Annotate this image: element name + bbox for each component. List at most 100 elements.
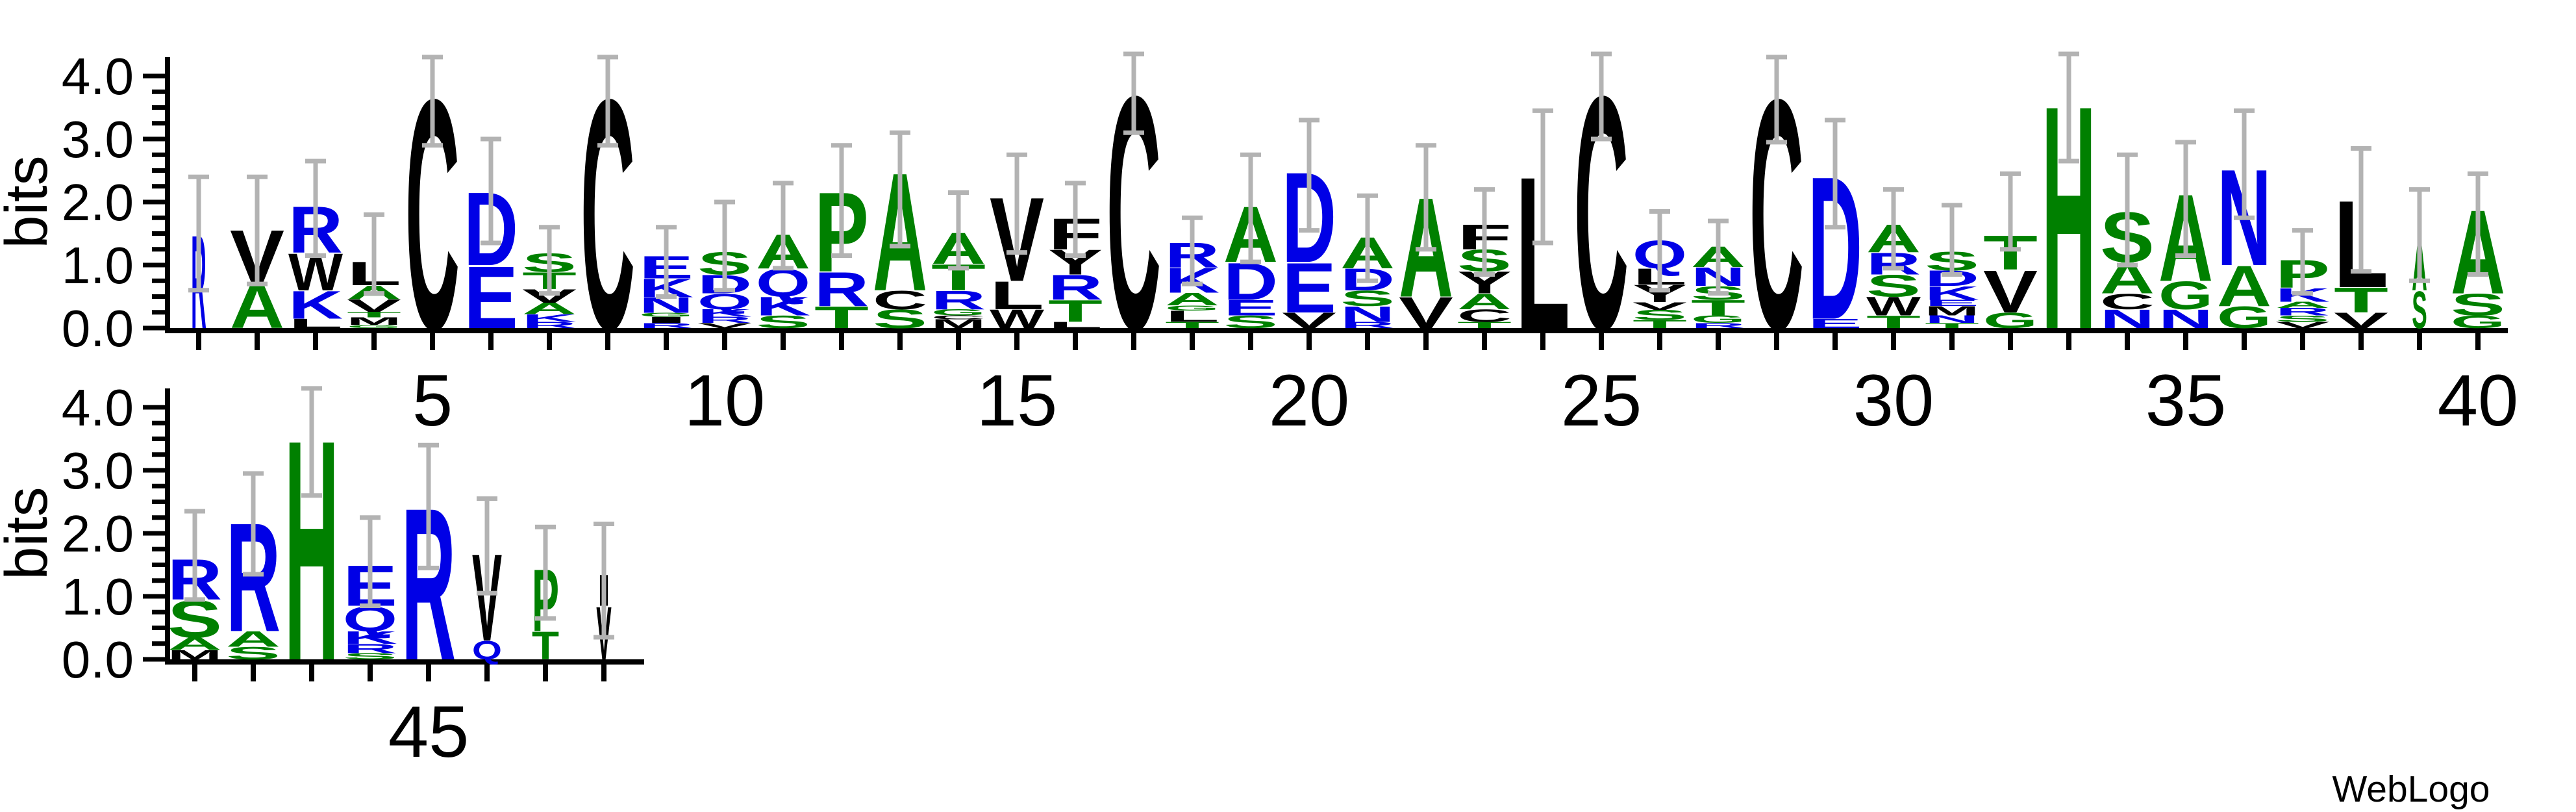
residue-S-pos-39: S [2412, 281, 2427, 340]
residue-R-pos-44: R [343, 641, 397, 656]
residue-G-pos-35: G [2158, 273, 2213, 318]
residue-R-pos-21: R [1340, 320, 1395, 330]
residue-V-pos-37: V [2275, 320, 2330, 330]
residue-I-pos-9: I [639, 315, 694, 325]
residue-L-pos-3: L [288, 316, 343, 331]
residue-G-pos-36: G [2217, 299, 2271, 335]
residue-E-pos-29: E [1808, 316, 1862, 331]
y-tick-label: 3.0 [62, 110, 134, 168]
residue-T-pos-47: T [532, 623, 559, 668]
residue-N-pos-34: N [2100, 304, 2155, 334]
residue-G-pos-14: G [931, 307, 986, 317]
residue-L-pos-18: L [1165, 307, 1219, 325]
residue-V-pos-32: V [1983, 259, 2038, 325]
residue-A-pos-7: A [522, 299, 577, 317]
residue-T-pos-38: T [2334, 281, 2388, 320]
residue-N-pos-21: N [1340, 302, 1395, 327]
residue-T-pos-16: T [1048, 294, 1103, 328]
residue-V-pos-26: V [1632, 300, 1687, 312]
residue-T-pos-23: T [1457, 320, 1512, 330]
residue-K-pos-31: K [1925, 282, 1979, 304]
y-tick-label: 4.0 [62, 379, 134, 437]
residue-C-pos-23: C [1457, 306, 1512, 325]
residue-S-pos-26: S [1632, 307, 1687, 323]
residue-N-pos-31: N [1925, 313, 1979, 325]
residue-S-pos-13: S [873, 304, 927, 334]
residue-C-pos-13: C [873, 285, 927, 315]
residue-A-pos-42: A [226, 627, 281, 652]
residue-G-pos-40: G [2451, 312, 2505, 332]
y-tick-label: 0.0 [62, 299, 134, 357]
residue-C-pos-34: C [2100, 289, 2155, 314]
x-tick-label-20: 20 [1269, 360, 1350, 441]
y-tick-label: 4.0 [62, 47, 134, 105]
residue-G-pos-18: G [1165, 304, 1219, 312]
residue-V-pos-22: V [1399, 288, 1453, 338]
residue-G-pos-4: G [347, 324, 401, 329]
residue-M-pos-4: M [347, 316, 401, 327]
residue-G-pos-32: G [1983, 308, 2038, 333]
residue-S-pos-30: S [1866, 269, 1921, 303]
residue-R-pos-9: R [639, 322, 694, 329]
residue-T-pos-4: T [347, 310, 401, 319]
y-axis-title: bits [0, 155, 60, 248]
residue-K-pos-7: K [522, 312, 577, 324]
x-tick-label-35: 35 [2145, 360, 2227, 441]
residue-A-pos-23: A [1457, 289, 1512, 314]
residue-C-pos-14: C [931, 314, 986, 320]
x-tick-label-30: 30 [1853, 360, 1934, 441]
residue-L-pos-15: L [990, 273, 1044, 318]
x-tick-label-15: 15 [977, 360, 1058, 441]
residue-A-pos-37: A [2275, 300, 2330, 310]
residue-K-pos-11: K [756, 292, 810, 322]
residue-T-pos-27: T [1691, 296, 1745, 320]
residue-K-pos-44: K [343, 628, 397, 647]
residue-M-pos-41: M [168, 648, 222, 663]
residue-R-pos-37: R [2275, 306, 2330, 318]
residue-E-pos-31: E [1925, 298, 1979, 308]
residue-R-pos-12: R [814, 262, 869, 316]
x-tick-label-45: 45 [388, 691, 469, 772]
residue-A-pos-18: A [1165, 290, 1219, 309]
residue-R-pos-14: R [931, 285, 986, 315]
residue-S-pos-21: S [1340, 286, 1395, 311]
y-tick-label: 3.0 [62, 442, 134, 500]
residue-W-pos-15: W [990, 304, 1045, 334]
residue-Q-pos-10: Q [697, 289, 752, 314]
residue-R-pos-27: R [1691, 322, 1745, 329]
residue-V-pos-20: V [1282, 308, 1336, 333]
residue-E-pos-6: E [464, 247, 518, 347]
residue-T-pos-12: T [814, 300, 869, 335]
residue-T-pos-30: T [1866, 312, 1921, 332]
x-tick-label-5: 5 [412, 360, 453, 441]
y-tick-label: 2.0 [62, 173, 134, 231]
residue-G-pos-9: G [639, 312, 694, 318]
y-axis-title: bits [0, 487, 60, 579]
residue-Q-pos-46: Q [472, 635, 502, 665]
residue-L-pos-16: L [1048, 320, 1103, 330]
residue-G-pos-27: G [1691, 314, 1745, 325]
residue-S-pos-37: S [2275, 314, 2330, 324]
x-tick-label-10: 10 [684, 360, 766, 441]
residue-T-pos-26: T [1632, 318, 1687, 331]
residue-R-pos-10: R [697, 315, 752, 325]
residue-A-pos-36: A [2217, 253, 2271, 318]
y-tick-label: 0.0 [62, 631, 134, 689]
residue-M-pos-31: M [1925, 303, 1979, 318]
y-tick-label: 2.0 [62, 505, 134, 563]
residue-N-pos-35: N [2158, 304, 2213, 334]
residue-V-pos-38: V [2334, 308, 2388, 333]
residue-V-pos-4: V [347, 296, 401, 315]
residue-S-pos-44: S [343, 652, 397, 661]
residue-S-pos-40: S [2451, 288, 2505, 322]
y-tick-label: 1.0 [62, 568, 134, 626]
residue-R-pos-16: R [1048, 268, 1103, 308]
residue-E-pos-19: E [1223, 296, 1278, 320]
residue-R-pos-7: R [522, 320, 577, 330]
residue-K-pos-3: K [288, 283, 343, 327]
residue-T-pos-31: T [1925, 322, 1979, 329]
weblogo-branding: WebLogo 3.4 [2332, 768, 2490, 812]
residue-A-pos-41: A [168, 634, 222, 653]
